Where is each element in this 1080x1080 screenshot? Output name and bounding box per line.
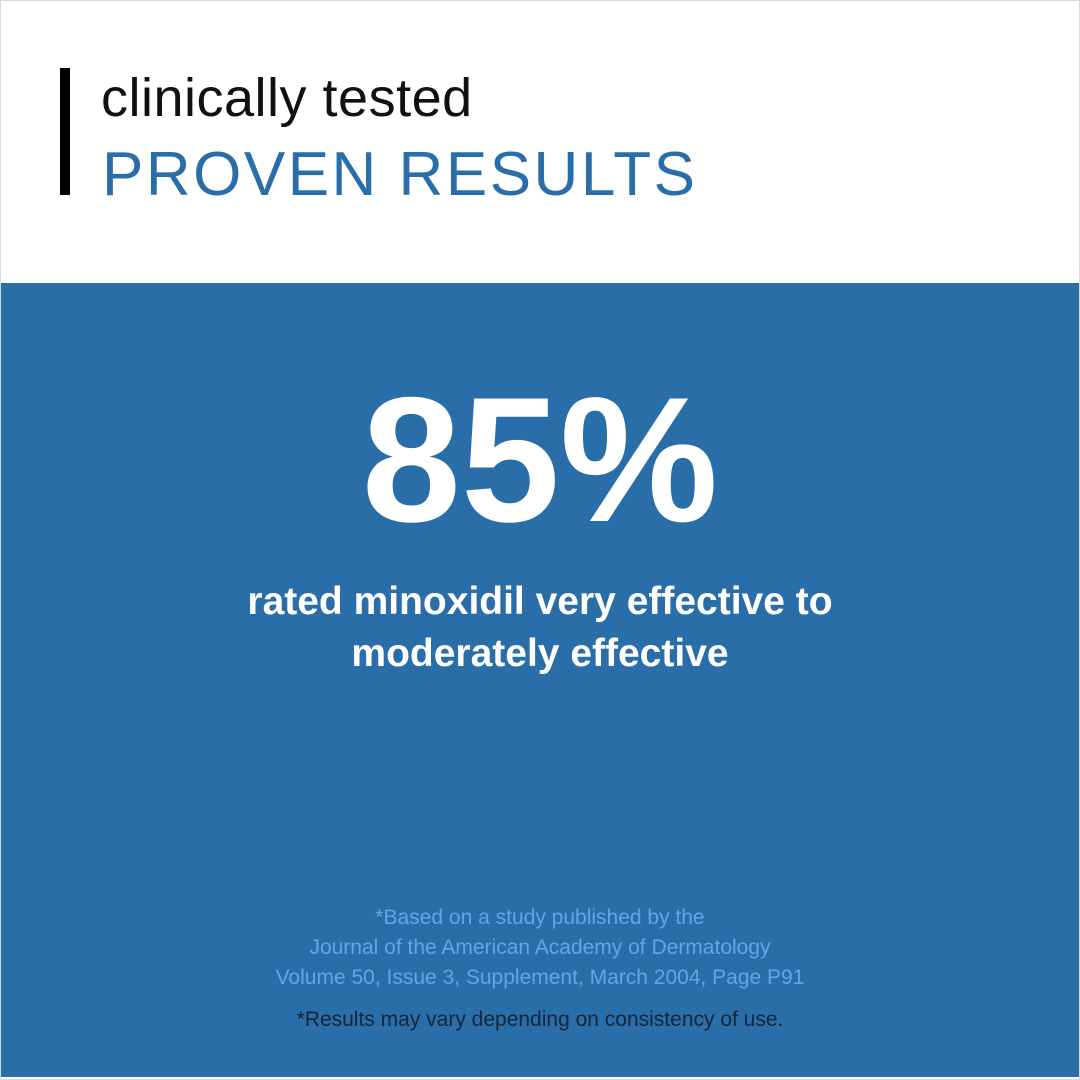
stat-value: 85%	[361, 360, 719, 559]
stat-description: rated minoxidil very effective to modera…	[0, 576, 1080, 680]
disclaimer: *Results may vary depending on consisten…	[296, 1008, 784, 1031]
subtitle: clinically tested	[101, 68, 473, 128]
study-citation: *Based on a study published by the Journ…	[0, 903, 1080, 993]
citation-line3: Volume 50, Issue 3, Supplement, March 20…	[275, 966, 805, 989]
page-title: PROVEN RESULTS	[102, 140, 698, 209]
stat-panel	[1, 283, 1079, 1077]
accent-bar	[60, 68, 70, 195]
citation-line2: Journal of the American Academy of Derma…	[309, 936, 771, 959]
citation-line1: *Based on a study published by the	[375, 906, 705, 929]
stat-description-line2: moderately effective	[351, 632, 729, 675]
stat-description-line1: rated minoxidil very effective to	[247, 580, 833, 623]
